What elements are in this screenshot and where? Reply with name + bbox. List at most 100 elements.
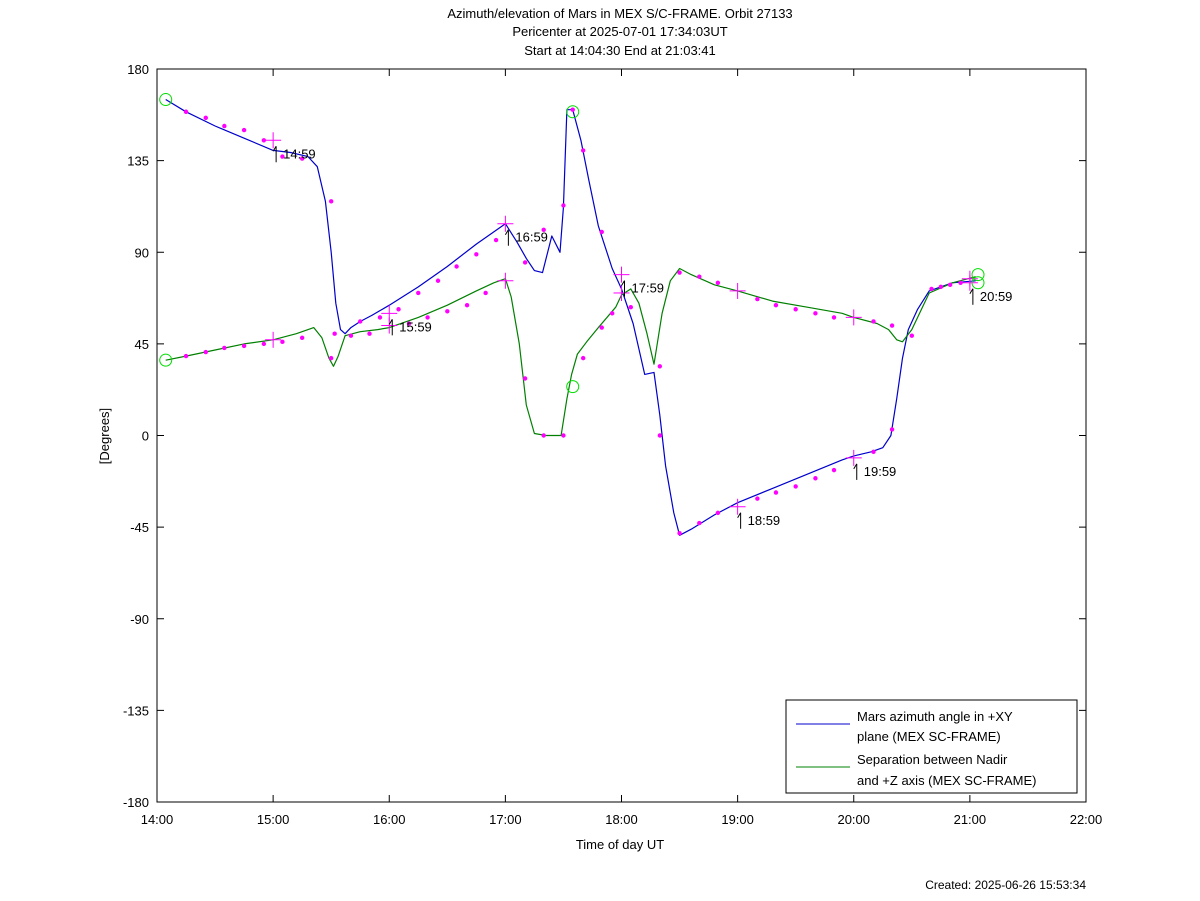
data-point-dot (241, 127, 247, 133)
data-point-dot (958, 280, 963, 285)
legend-box (785, 699, 1078, 794)
data-point-dot (871, 319, 876, 324)
y-tick-label: 90 (135, 245, 149, 260)
data-point-dot (697, 520, 702, 526)
marker-layer: 14:59 15:59 16:59 17:59 18:59 19:59 20:59 (159, 93, 1013, 536)
data-point-dot (522, 260, 528, 265)
data-point-dot (715, 510, 721, 516)
data-point-dot (793, 307, 798, 312)
hour-tick-arrow (969, 288, 974, 295)
data-point-dot (773, 302, 779, 308)
data-point-dot (183, 353, 189, 359)
x-tick-label: 18:00 (605, 812, 638, 827)
y-tick-label: -90 (130, 612, 149, 627)
data-point-dot (755, 296, 760, 302)
data-point-dot (328, 199, 334, 204)
data-point-dot (697, 274, 702, 279)
data-point-dot (580, 355, 586, 361)
data-point-dot (261, 138, 267, 143)
data-point-dot (222, 123, 227, 129)
x-tick-label: 17:00 (489, 812, 522, 827)
data-point-dot (416, 290, 421, 296)
series-layer (165, 98, 976, 536)
data-point-dot (328, 355, 334, 361)
hour-marker-label: 20:59 (980, 289, 1013, 304)
hour-tick-arrow (504, 229, 509, 236)
hour-tick-arrow (621, 280, 625, 286)
data-point-dot (561, 203, 566, 208)
start-end-circle-marker (566, 105, 580, 119)
hour-tick-arrow (853, 463, 858, 470)
data-point-dot (813, 311, 818, 316)
data-point-dot (445, 309, 450, 314)
x-tick-label: 16:00 (373, 812, 406, 827)
data-point-dot (203, 349, 208, 355)
data-point-dot (377, 315, 383, 320)
start-end-circle-marker (566, 380, 580, 394)
data-point-dot (599, 325, 604, 330)
data-point-dot (628, 305, 633, 310)
data-point-dot (677, 531, 682, 536)
plot-area-frame (156, 68, 1087, 803)
data-point-dot (435, 278, 441, 283)
data-point-dot (203, 115, 208, 121)
hour-marker-label: 19:59 (864, 464, 897, 479)
data-point-dot (773, 490, 779, 495)
data-point-dot (580, 148, 586, 153)
data-point-dot (280, 339, 285, 345)
series-line-1 (165, 267, 976, 437)
data-point-dot (889, 427, 895, 432)
data-point-dot (599, 229, 604, 235)
y-tick-label: 0 (142, 429, 149, 444)
data-point-dot (755, 496, 760, 501)
y-tick-label: 45 (135, 337, 149, 352)
legend: Mars azimuth angle in +XY plane (MEX SC-… (785, 699, 1078, 794)
x-tick-label: 14:00 (141, 812, 174, 827)
created-timestamp: Created: 2025-06-26 15:53:34 (925, 878, 1086, 892)
data-point-dot (348, 333, 354, 338)
data-point-dot (358, 319, 363, 324)
x-axis-label: Time of day UT (576, 837, 664, 852)
data-point-dot (871, 449, 876, 454)
legend-label-separation-line-1: Separation between Nadir (857, 752, 1008, 767)
hour-tick-arrow (737, 512, 742, 519)
y-tick-label: -135 (123, 703, 149, 718)
data-point-dot (299, 335, 305, 340)
hour-marker-label: 18:59 (748, 513, 781, 528)
data-point-dot (396, 307, 401, 312)
data-point-dot (464, 302, 470, 308)
x-tick-label: 20:00 (837, 812, 870, 827)
data-point-dot (493, 237, 499, 243)
data-point-dot (483, 290, 488, 296)
data-point-dot (831, 315, 837, 320)
data-point-dot (522, 376, 528, 381)
chart-title-line-2: Pericenter at 2025-07-01 17:34:03UT (512, 24, 727, 39)
legend-label-separation-line-2: and +Z axis (MEX SC-FRAME) (857, 773, 1037, 788)
data-point-dot (657, 433, 663, 438)
axes: 14:00 15:00 16:00 17:00 18:00 19:00 20:00 21:00… (123, 62, 1102, 827)
data-point-dot (332, 331, 337, 336)
start-end-circle-marker (971, 268, 985, 282)
data-point-dot (831, 467, 837, 473)
data-point-dot (280, 154, 285, 159)
data-point-dot (813, 476, 818, 481)
hour-marker-label: 16:59 (515, 230, 548, 245)
data-point-dot (541, 433, 546, 438)
data-point-dot (261, 341, 267, 347)
x-tick-label: 15:00 (257, 812, 290, 827)
data-point-dot (222, 345, 227, 351)
data-point-dot (889, 323, 895, 328)
data-point-dot (793, 484, 798, 489)
data-point-dot (241, 343, 247, 349)
start-end-circle-marker (159, 353, 173, 367)
data-point-dot (610, 311, 615, 316)
data-point-dot (657, 364, 663, 369)
legend-label-azimuth-line-1: Mars azimuth angle in +XY (857, 709, 1013, 724)
chart-title-line-1: Azimuth/elevation of Mars in MEX S/C-FRA… (447, 6, 792, 21)
y-tick-label: 180 (127, 62, 149, 77)
y-axis-label: [Degrees] (97, 408, 112, 464)
data-point-dot (406, 321, 412, 326)
hour-marker-label: 14:59 (283, 146, 316, 161)
y-tick-label: -180 (123, 795, 149, 810)
